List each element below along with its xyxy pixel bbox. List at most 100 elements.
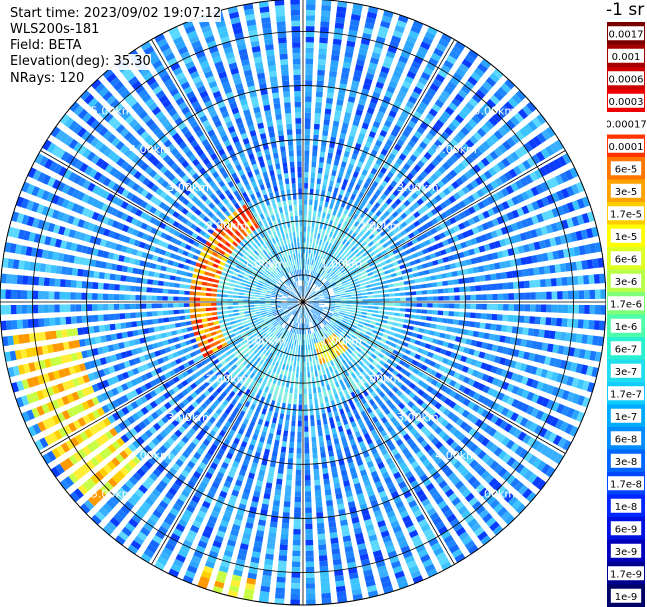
scan-cell [419, 356, 426, 363]
scan-cell [109, 323, 116, 331]
scan-cell [503, 304, 509, 311]
scan-cell [561, 405, 570, 416]
scan-cell [132, 439, 141, 449]
scan-cell [70, 292, 76, 300]
scan-cell [406, 331, 413, 336]
scan-cell [287, 319, 292, 325]
scan-cell [324, 396, 329, 403]
scan-cell [293, 327, 296, 334]
scan-cell [339, 218, 344, 225]
scan-cell [316, 310, 322, 315]
scan-cell [458, 320, 465, 326]
scan-cell [522, 327, 529, 336]
scan-cell [342, 282, 349, 287]
scan-cell [358, 191, 365, 199]
scan-cell [526, 391, 535, 401]
scan-cell [342, 328, 349, 334]
scan-cell [222, 314, 229, 319]
scan-cell [188, 441, 197, 450]
scan-cell [141, 480, 152, 490]
scan-cell [328, 349, 333, 355]
scan-cell [292, 303, 298, 305]
scan-cell [370, 391, 377, 398]
scan-cell [424, 322, 432, 328]
scan-cell [232, 302, 239, 305]
scan-cell [86, 385, 95, 395]
scan-cell [228, 584, 240, 593]
scan-cell [437, 525, 448, 535]
scan-cell [376, 379, 383, 386]
scan-cell [284, 495, 291, 502]
scan-cell [317, 282, 322, 287]
scan-cell [258, 320, 265, 324]
scan-cell [277, 326, 283, 332]
scan-cell [144, 429, 153, 438]
scan-cell [384, 218, 391, 226]
scan-cell [262, 379, 267, 386]
scan-cell [179, 341, 187, 348]
scan-cell [392, 189, 400, 197]
scan-cell [456, 464, 466, 474]
scan-cell [235, 360, 242, 367]
scan-cell [123, 463, 133, 473]
scan-cell [329, 280, 335, 285]
scan-cell [307, 372, 311, 378]
scan-cell [434, 267, 441, 273]
scan-cell [566, 391, 575, 402]
scan-cell [530, 304, 536, 312]
scan-cell [123, 360, 131, 369]
scan-cell [286, 303, 293, 305]
scan-cell [307, 297, 313, 300]
scan-cell [76, 389, 85, 399]
scan-cell [338, 459, 345, 466]
scan-cell [564, 169, 574, 181]
scan-cell [139, 395, 148, 404]
scan-cell [470, 522, 482, 533]
scan-cell [317, 233, 321, 240]
scan-cell [268, 346, 274, 352]
scan-cell [533, 169, 543, 180]
scan-cell [600, 305, 606, 315]
scan-cell [227, 367, 234, 374]
scan-cell [379, 271, 386, 277]
scan-cell [119, 313, 126, 320]
scan-cell [248, 343, 255, 349]
scan-cell [78, 363, 87, 372]
scan-cell [388, 462, 396, 470]
scan-cell [313, 300, 320, 302]
scan-cell [291, 309, 296, 314]
scan-cell [432, 243, 439, 251]
scan-cell [327, 255, 332, 261]
scan-cell [343, 540, 353, 548]
scan-cell [323, 345, 328, 352]
scan-cell [363, 479, 371, 487]
scan-cell [338, 314, 345, 318]
scan-cell [236, 508, 245, 516]
scan-cell [452, 192, 461, 201]
scan-cell [323, 265, 329, 272]
scan-cell [227, 383, 235, 390]
scan-cell [319, 303, 325, 305]
scan-cell [449, 426, 458, 435]
scan-cell [368, 102, 377, 110]
scan-cell [49, 317, 56, 326]
scan-cell [103, 314, 110, 321]
scan-cell [189, 475, 199, 484]
scan-cell [448, 400, 457, 409]
scan-cell [334, 443, 341, 450]
scan-cell [286, 331, 290, 337]
scan-cell [402, 466, 411, 475]
scan-cell [91, 514, 102, 526]
scan-cell [392, 337, 399, 343]
scan-cell [330, 302, 336, 304]
scan-cell [476, 371, 485, 380]
scan-cell [504, 260, 512, 268]
scan-cell [87, 372, 96, 382]
scan-cell [343, 208, 349, 215]
scan-cell [355, 337, 362, 343]
scan-cell [217, 570, 228, 579]
scan-cell [308, 393, 313, 400]
scan-cell [211, 302, 217, 306]
scan-cell [311, 166, 316, 173]
scan-cell [472, 392, 481, 401]
